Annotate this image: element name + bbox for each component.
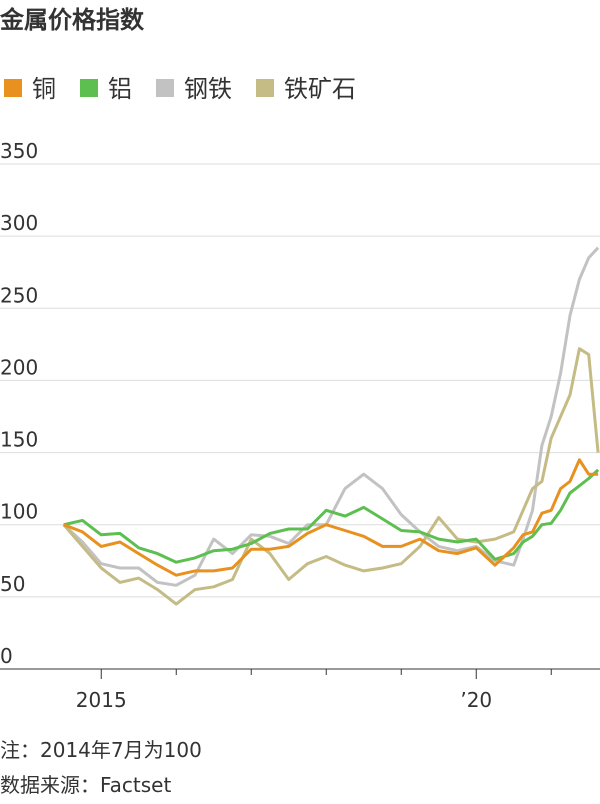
source: 数据来源：Factset <box>0 773 171 797</box>
note: 注：2014年7月为100 <box>0 738 202 762</box>
y-tick-label: 200 <box>0 355 38 379</box>
legend-swatch <box>256 79 274 97</box>
y-tick-label: 350 <box>0 139 38 163</box>
y-tick-label: 250 <box>0 283 38 307</box>
legend-label: 铜 <box>32 75 56 103</box>
legend-swatch <box>4 79 22 97</box>
y-tick-label: 300 <box>0 211 38 235</box>
series-line <box>62 246 600 587</box>
series-line <box>63 468 600 564</box>
legend-swatch <box>156 79 174 97</box>
series-line <box>62 347 600 606</box>
y-tick-label: 150 <box>0 428 38 452</box>
chart-title: 金属价格指数 <box>0 6 145 34</box>
x-tick-label: 2015 <box>76 688 127 712</box>
series-line <box>63 458 599 577</box>
x-tick-label: ’20 <box>460 688 492 712</box>
legend-label: 钢铁 <box>184 75 232 103</box>
y-tick-label: 0 <box>0 644 13 668</box>
y-tick-label: 100 <box>0 500 38 524</box>
legend-swatch <box>80 79 98 97</box>
legend-label: 铁矿石 <box>284 75 356 103</box>
legend-label: 铝 <box>108 75 132 103</box>
y-tick-label: 50 <box>0 572 25 596</box>
